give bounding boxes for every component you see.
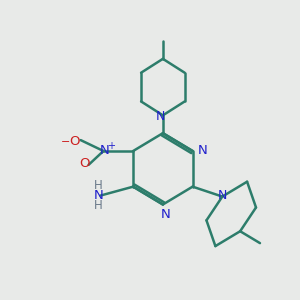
Text: N: N xyxy=(100,145,109,158)
Text: +: + xyxy=(107,141,116,151)
Text: N: N xyxy=(198,145,207,158)
Text: N: N xyxy=(218,189,227,202)
Text: O: O xyxy=(70,135,80,148)
Text: N: N xyxy=(94,189,103,202)
Text: O: O xyxy=(80,158,90,170)
Text: N: N xyxy=(156,110,166,123)
Text: N: N xyxy=(161,208,171,221)
Text: H: H xyxy=(94,179,103,192)
Text: H: H xyxy=(94,199,103,212)
Text: −: − xyxy=(61,137,70,147)
